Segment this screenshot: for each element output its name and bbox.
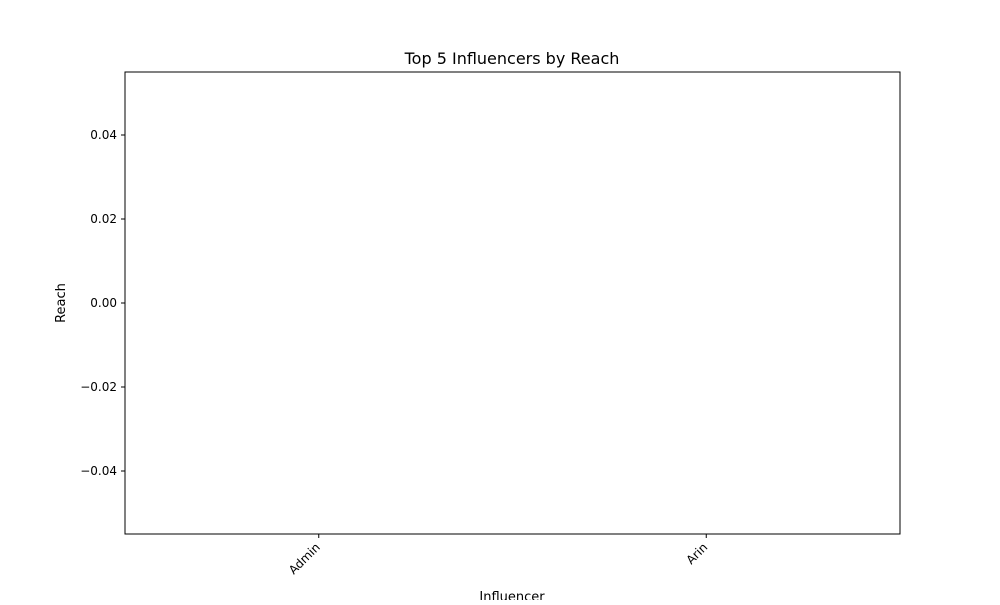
chart-title: Top 5 Influencers by Reach bbox=[404, 49, 620, 68]
y-tick-label: 0.04 bbox=[90, 128, 117, 142]
y-tick-label: −0.02 bbox=[80, 380, 117, 394]
y-axis-label: Reach bbox=[54, 283, 69, 323]
y-axis: 0.04 0.02 0.00 −0.02 −0.04 bbox=[80, 128, 125, 478]
y-tick-label: 0.02 bbox=[90, 212, 117, 226]
x-axis-label: Influencer bbox=[479, 590, 545, 600]
y-tick-label: −0.04 bbox=[80, 464, 117, 478]
y-tick-label: 0.00 bbox=[90, 296, 117, 310]
